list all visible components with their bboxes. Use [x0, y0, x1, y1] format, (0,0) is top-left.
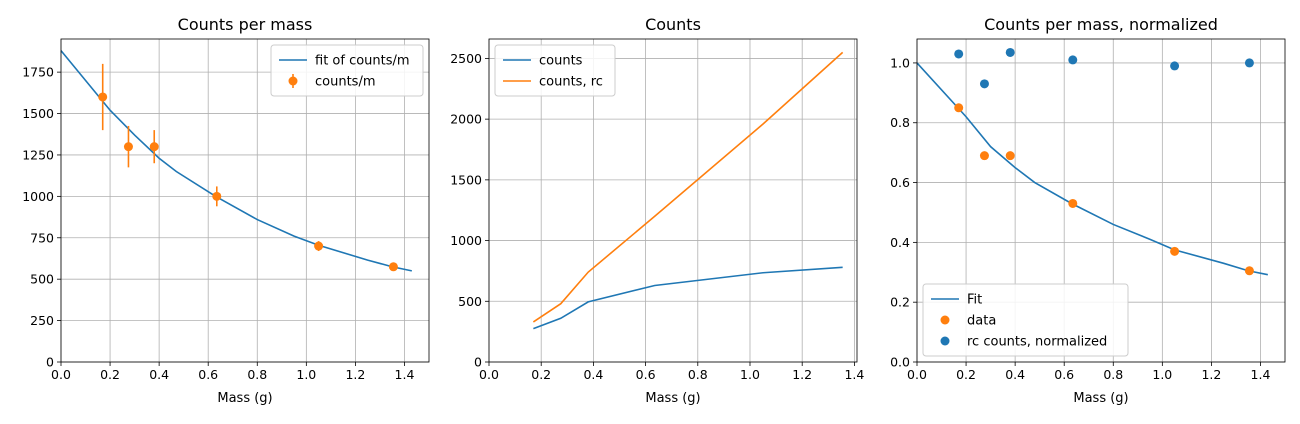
y-tick-label: 2000	[450, 112, 482, 127]
data-point	[1005, 47, 1015, 57]
x-tick-label: 1.0	[296, 367, 316, 382]
legend-box	[922, 283, 1129, 357]
legend-box	[270, 44, 424, 97]
data-point	[388, 262, 398, 272]
data-point	[979, 151, 989, 161]
legend-label: data	[967, 314, 996, 329]
axes-frame	[488, 38, 858, 363]
legend-label: rc counts, normalized	[967, 335, 1107, 350]
y-tick-label: 1750	[22, 65, 54, 80]
legend-label: Fit	[967, 293, 982, 308]
y-tick-label: 1.0	[890, 55, 910, 70]
data-point	[212, 191, 222, 201]
data-point	[1170, 61, 1180, 71]
x-axis-label: Mass (g)	[1073, 391, 1128, 406]
data-point	[1068, 198, 1078, 208]
x-tick-label: 1.4	[395, 367, 415, 382]
legend: Fit data rc counts, normalized	[922, 283, 1129, 357]
x-tick-label: 1.0	[740, 367, 760, 382]
x-tick-label: 0.4	[149, 367, 169, 382]
data-point	[1170, 246, 1180, 256]
axes-frame	[60, 38, 430, 363]
legend-label: counts	[539, 54, 583, 69]
x-axis-label: Mass (g)	[645, 391, 700, 406]
series-line-1	[916, 62, 1268, 276]
data-point	[979, 79, 989, 89]
x-tick-label: 0.2	[100, 367, 120, 382]
series-line-1	[533, 266, 843, 330]
y-tick-label: 1250	[22, 147, 54, 162]
x-tick-label: 0.2	[956, 367, 976, 382]
chart-1: 0.0 0.2 0.4 0.6 0.8 1.0 1.2 1.4 0 250 500 750 1000 12…	[22, 15, 430, 406]
y-tick-label: 500	[458, 294, 482, 309]
data-point	[1244, 266, 1254, 276]
x-tick-label: 0.8	[247, 367, 267, 382]
x-tick-label: 1.4	[844, 367, 864, 382]
y-tick-label: 500	[30, 272, 54, 287]
y-tick-label: 1500	[450, 172, 482, 187]
x-tick-label: 0.4	[1005, 367, 1025, 382]
data-point	[98, 92, 108, 102]
y-tick-label: 250	[30, 313, 54, 328]
data-point	[314, 241, 324, 251]
x-tick-label: 0.0	[51, 367, 71, 382]
legend-marker-swatch	[288, 76, 298, 86]
x-tick-label: 0.6	[198, 367, 218, 382]
chart-3: 0.0 0.2 0.4 0.6 0.8 1.0 1.2 1.4 0.0 0.2 0.4 0.6 0.8 1…	[890, 15, 1286, 406]
x-tick-label: 1.2	[792, 367, 812, 382]
y-tick-label: 0	[46, 355, 54, 370]
y-tick-label: 0.8	[890, 115, 910, 130]
legend-marker-swatch	[940, 315, 950, 325]
y-tick-label: 0.4	[890, 235, 910, 250]
x-tick-label: 1.0	[1152, 367, 1172, 382]
x-tick-label: 0.2	[531, 367, 551, 382]
data-point	[954, 103, 964, 113]
data-point	[1244, 58, 1254, 68]
x-tick-label: 0.8	[688, 367, 708, 382]
legend-box	[494, 44, 616, 97]
chart-title: Counts per mass, normalized	[984, 15, 1218, 34]
x-tick-label: 0.6	[636, 367, 656, 382]
legend-marker-swatch	[940, 336, 950, 346]
y-tick-label: 0.0	[890, 355, 910, 370]
legend-label: fit of counts/m	[315, 54, 410, 69]
legend-label: counts, rc	[539, 75, 603, 90]
y-tick-label: 0.2	[890, 295, 910, 310]
chart-title: Counts per mass	[178, 15, 313, 34]
x-tick-label: 0.4	[583, 367, 603, 382]
data-point	[149, 142, 159, 152]
legend: fit of counts/m counts/m	[270, 44, 424, 97]
y-tick-label: 1000	[450, 233, 482, 248]
y-tick-label: 1000	[22, 189, 54, 204]
x-tick-label: 1.2	[1201, 367, 1221, 382]
y-tick-label: 0	[474, 355, 482, 370]
x-tick-label: 0.8	[1103, 367, 1123, 382]
series-line-1	[60, 50, 412, 272]
legend: counts counts, rc	[494, 44, 616, 97]
data-point	[954, 49, 964, 59]
x-tick-label: 0.6	[1054, 367, 1074, 382]
x-tick-label: 1.4	[1251, 367, 1271, 382]
axes-frame	[916, 38, 1286, 363]
y-tick-label: 0.6	[890, 175, 910, 190]
y-tick-label: 2500	[450, 51, 482, 66]
data-point	[1005, 151, 1015, 161]
legend-label: counts/m	[315, 75, 376, 90]
data-point	[1068, 55, 1078, 65]
y-tick-label: 1500	[22, 106, 54, 121]
chart-title: Counts	[645, 15, 701, 34]
x-tick-label: 0.0	[479, 367, 499, 382]
chart-2: 0.0 0.2 0.4 0.6 0.8 1.0 1.2 1.4 0 500 1000 1500 2000…	[450, 15, 864, 406]
x-tick-label: 1.2	[345, 367, 365, 382]
x-tick-label: 0.0	[907, 367, 927, 382]
data-point	[123, 142, 133, 152]
x-axis-label: Mass (g)	[217, 391, 272, 406]
series-line-2	[532, 51, 844, 323]
y-tick-label: 750	[30, 230, 54, 245]
